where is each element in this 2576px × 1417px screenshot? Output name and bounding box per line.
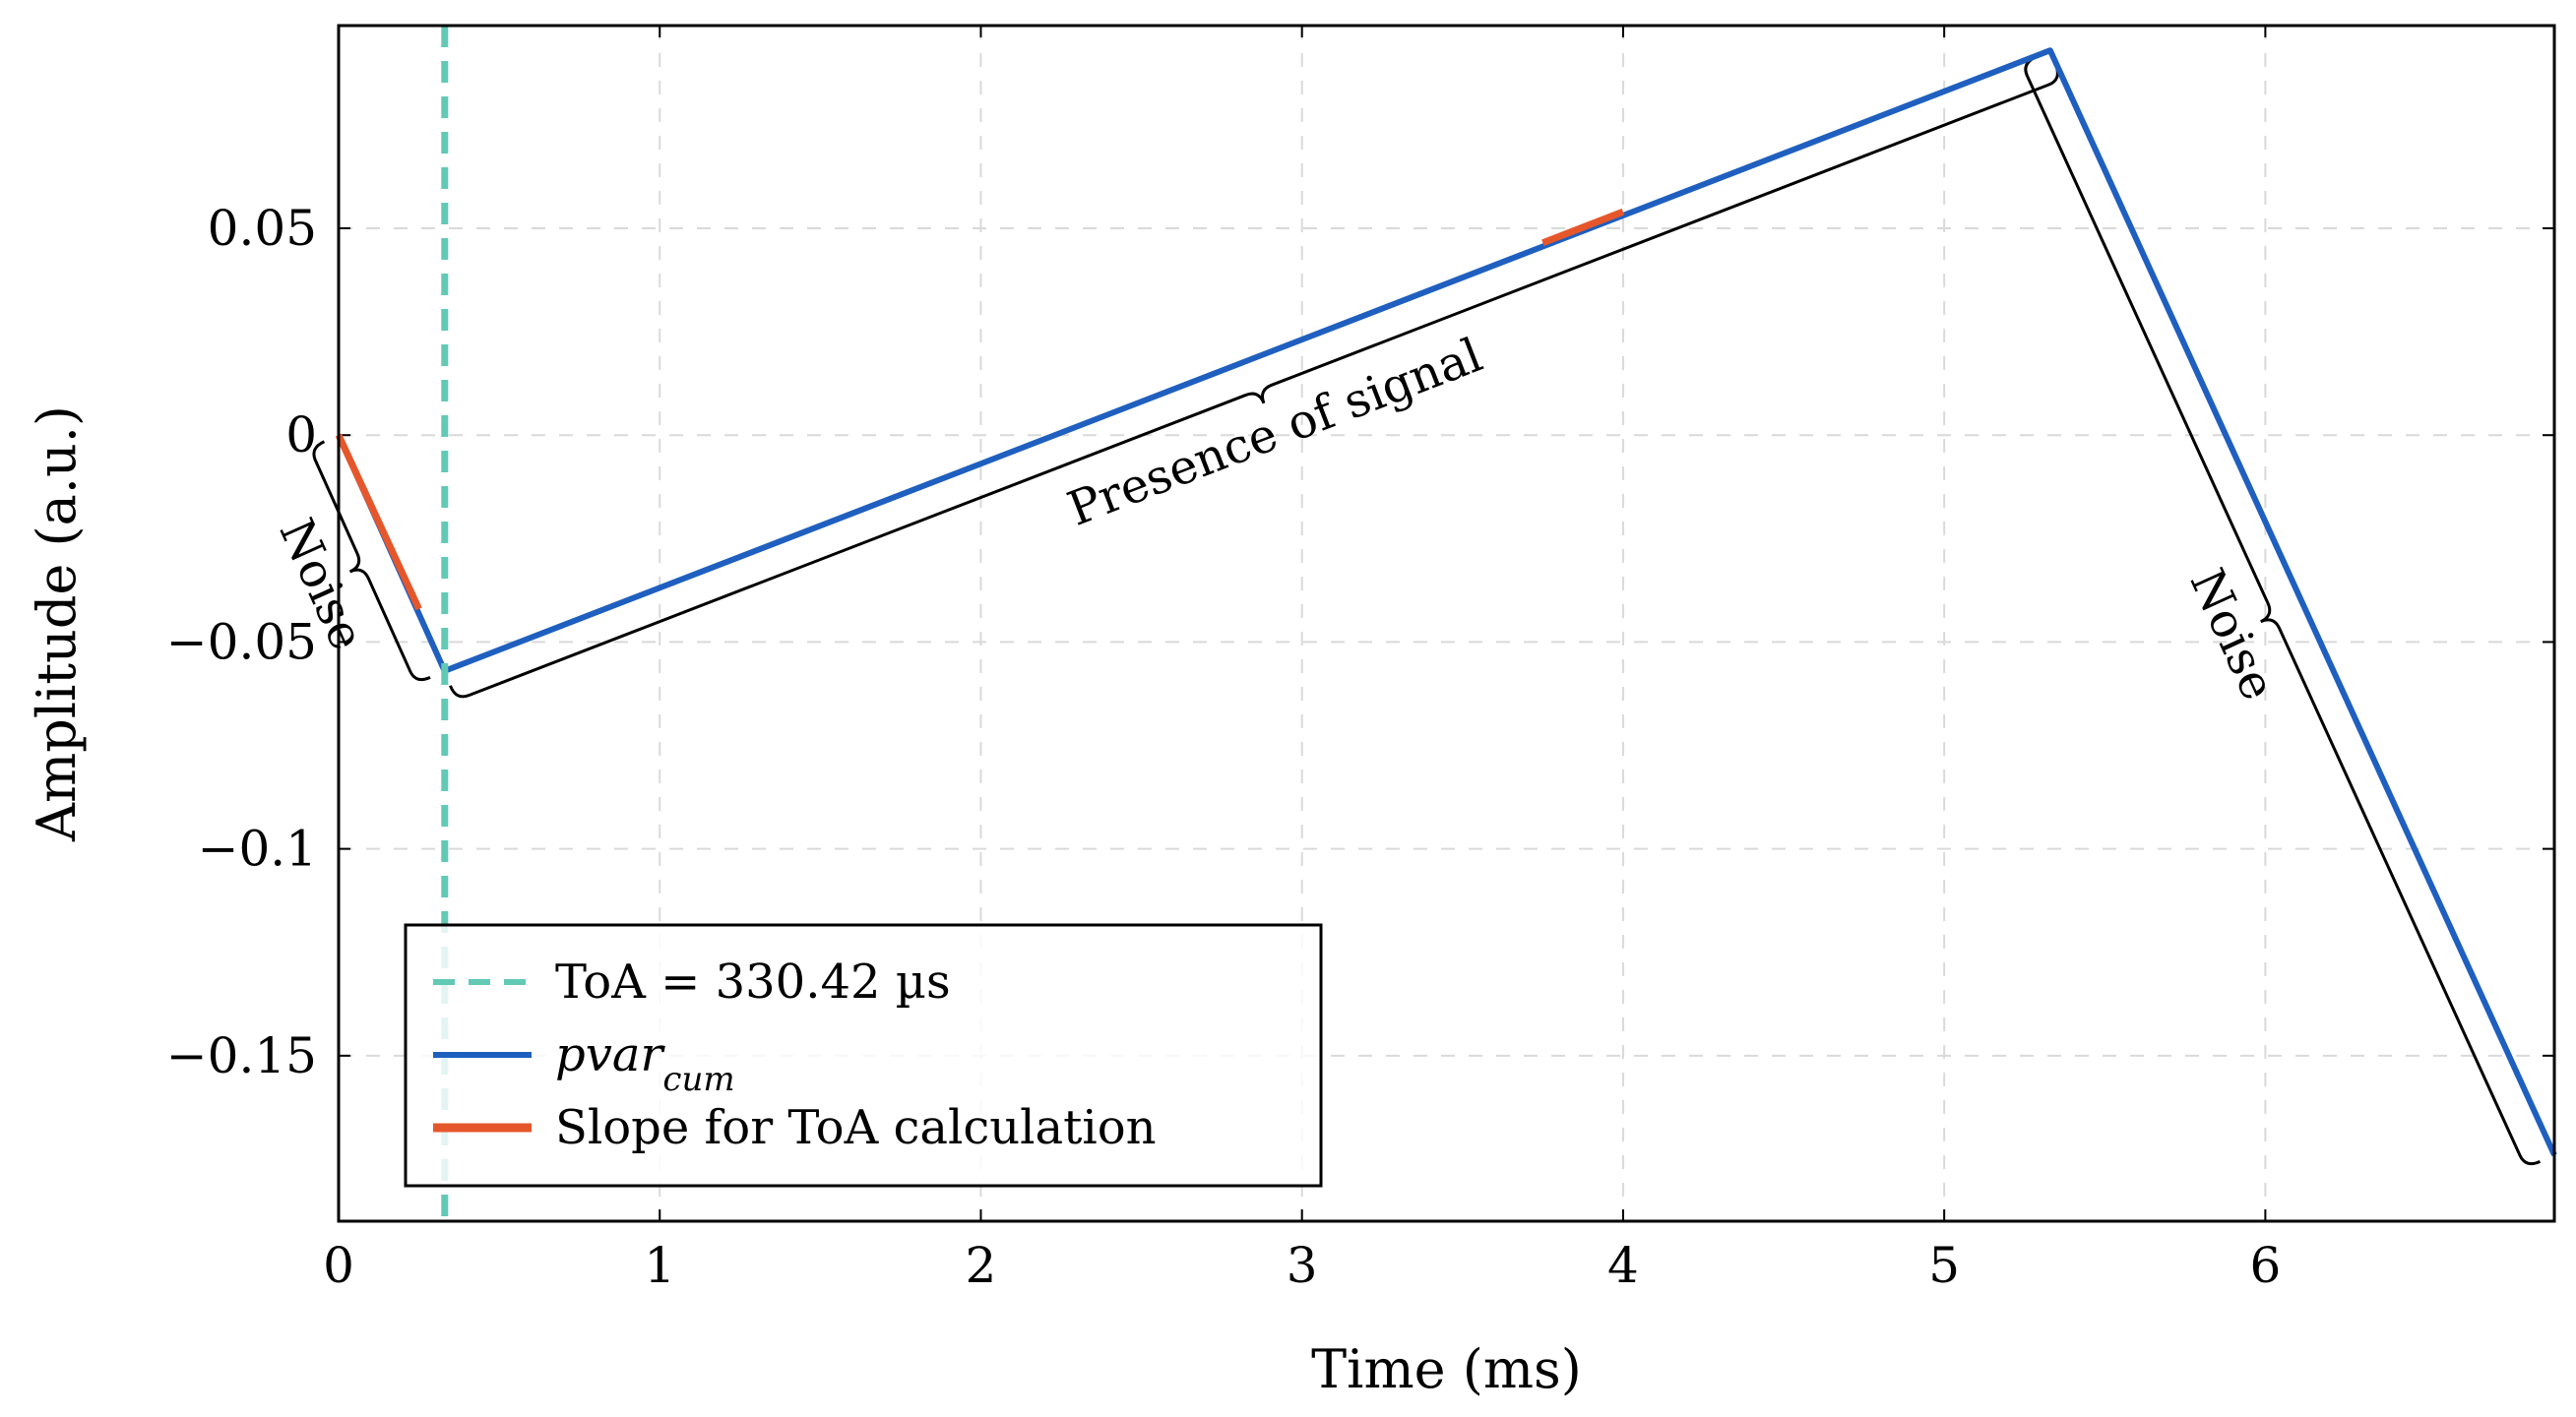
brace [449,64,2059,699]
legend-label: ToA = 330.42 µs [555,955,951,1010]
brace [2024,55,2542,1166]
x-tick-label: 4 [1607,1237,1639,1294]
y-tick-label: 0.05 [208,200,317,257]
y-tick-label: −0.15 [166,1027,317,1084]
x-tick-label: 2 [966,1237,997,1294]
y-tick-label: 0 [285,406,317,463]
legend-label: Slope for ToA calculation [555,1100,1157,1155]
tick-labels: 0 1 2 3 4 5 6 0.05 0 −0.05 −0.1 −0.15 [166,200,2282,1294]
legend-label: pvarcum [555,1027,735,1099]
y-tick-label: −0.1 [198,821,317,878]
x-tick-label: 0 [323,1237,354,1294]
x-tick-label: 5 [1928,1237,1960,1294]
plot-frame [337,24,2556,1223]
x-tick-label: 1 [644,1237,675,1294]
legend-box [404,923,1323,1188]
y-axis-title: Amplitude (a.u.) [26,405,88,842]
slope-segment [1541,208,1625,246]
x-tick-label: 3 [1287,1237,1318,1294]
brace-label: Presence of signal [1060,328,1489,537]
slope-segment [335,433,422,611]
axis-ticks [338,26,2554,1221]
x-axis-title: Time (ms) [1311,1338,1582,1400]
x-tick-label: 6 [2249,1237,2281,1294]
y-tick-label: −0.05 [166,613,317,670]
brace-label: Noise [2179,561,2287,708]
